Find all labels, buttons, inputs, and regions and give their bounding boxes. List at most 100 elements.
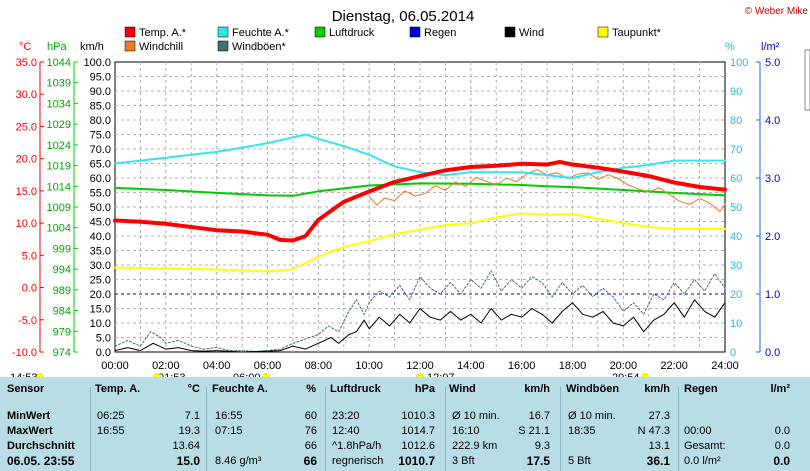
table-cell: hPa xyxy=(414,383,435,395)
table-cell: 17.5 xyxy=(526,454,550,468)
temp-tick-label: 25.0 xyxy=(16,121,37,133)
speed-tick-label: 75.0 xyxy=(90,130,111,142)
table-cell: 36.1 xyxy=(646,454,670,468)
right-edge-strip xyxy=(804,49,810,111)
table-cell: 16:55 xyxy=(97,425,125,437)
table-cell: MinWert xyxy=(7,410,51,422)
humidity-tick-label: 100 xyxy=(730,57,748,69)
temp-tick-label: 30.0 xyxy=(16,89,37,101)
pressure-tick-label: 1019 xyxy=(47,161,71,173)
speed-tick-label: 15.0 xyxy=(90,304,111,316)
pressure-unit-label: hPa xyxy=(47,41,67,53)
sun-marker-icon xyxy=(262,373,270,377)
speed-tick-label: 95.0 xyxy=(90,72,111,84)
weather-chart: Dienstag, 06.05.2014 © Weber Mike °C hPa… xyxy=(10,6,810,377)
table-cell: 60 xyxy=(304,410,317,422)
table-cell: Temp. A. xyxy=(95,383,141,395)
legend-label: Windböen* xyxy=(232,41,287,53)
sun-marker-icon xyxy=(416,373,424,377)
temp-tick-label: 5.0 xyxy=(22,250,37,262)
table-divider xyxy=(325,387,326,471)
table-cell: Gesamt: xyxy=(684,440,726,452)
x-tick-label: 04:00 xyxy=(203,360,231,372)
humidity-tick-label: 60 xyxy=(730,173,742,185)
table-divider xyxy=(90,387,91,471)
speed-tick-label: 55.0 xyxy=(90,188,111,200)
temp-tick-label: 20.0 xyxy=(16,154,37,166)
table-cell: Ø 10 min. xyxy=(568,410,616,422)
x-tick-label: 08:00 xyxy=(305,360,333,372)
table-cell: °C xyxy=(187,383,200,395)
table-cell: 06:25 xyxy=(97,410,125,422)
table-cell: 66 xyxy=(304,440,317,452)
humidity-tick-label: 20 xyxy=(730,289,742,301)
speed-tick-label: 30.0 xyxy=(90,260,111,272)
marker-label: 06:00 xyxy=(233,372,261,377)
humidity-tick-label: 0 xyxy=(730,347,736,359)
x-tick-label: 14:00 xyxy=(457,360,485,372)
humidity-tick-label: 10 xyxy=(730,318,742,330)
speed-tick-label: 65.0 xyxy=(90,159,111,171)
speed-tick-label: 0.0 xyxy=(96,347,111,359)
rain-tick-label: 0.0 xyxy=(765,347,780,359)
x-tick-label: 00:00 xyxy=(101,360,129,372)
sun-marker-icon xyxy=(641,373,649,377)
humidity-tick-label: 70 xyxy=(730,144,742,156)
table-cell: 16:10 xyxy=(452,425,480,437)
speed-tick-label: 80.0 xyxy=(90,115,111,127)
sun-marker-icon xyxy=(153,373,161,377)
humidity-tick-label: 50 xyxy=(730,202,742,214)
table-cell: 66 xyxy=(303,454,317,468)
table-cell: Ø 10 min. xyxy=(452,410,500,422)
marker-label: 14:53 xyxy=(10,372,38,377)
series-line-taupunkt xyxy=(114,212,726,273)
legend-label: Luftdruck xyxy=(329,27,375,39)
series-line-tempa xyxy=(113,159,727,243)
table-cell: 00:00 xyxy=(684,425,712,437)
pressure-tick-label: 999 xyxy=(53,243,71,255)
table-divider xyxy=(560,387,561,471)
pressure-tick-label: 1044 xyxy=(47,57,71,69)
x-tick-label: 24:00 xyxy=(711,360,739,372)
pressure-tick-label: 989 xyxy=(53,285,71,297)
sun-marker-icon xyxy=(36,373,44,377)
table-cell: 15.0 xyxy=(176,454,200,468)
rain-tick-label: 2.0 xyxy=(765,231,780,243)
table-cell: 12:40 xyxy=(332,425,360,437)
table-cell: 0.0 xyxy=(773,454,790,468)
rain-tick-label: 4.0 xyxy=(765,115,780,127)
pressure-tick-label: 974 xyxy=(53,347,71,359)
table-cell: MaxWert xyxy=(7,425,53,437)
table-divider xyxy=(678,387,679,471)
legend-label: Windchill xyxy=(139,41,183,53)
table-cell: ^1.8hPa/h xyxy=(332,440,382,452)
pressure-tick-label: 1009 xyxy=(47,202,71,214)
table-divider xyxy=(206,387,207,471)
legend-swatch xyxy=(217,26,229,38)
series-line-windben xyxy=(114,270,726,352)
legend-swatch xyxy=(504,26,516,38)
temp-tick-label: -10.0 xyxy=(12,347,37,359)
pressure-tick-label: 1034 xyxy=(47,98,71,110)
speed-tick-label: 50.0 xyxy=(90,202,111,214)
x-tick-label: 02:00 xyxy=(152,360,180,372)
table-cell: 5 Bft xyxy=(568,455,591,467)
table-cell: N 47.3 xyxy=(637,425,670,437)
table-cell: 16:55 xyxy=(215,410,243,422)
series-line-luftdruck xyxy=(114,182,726,197)
legend-swatch xyxy=(124,40,136,52)
rain-tick-label: 5.0 xyxy=(765,57,780,69)
chart-legend: Temp. A.* Feuchte A.* Luftdruck Regen Wind Ta… xyxy=(124,26,662,53)
table-cell: S 21.1 xyxy=(518,425,550,437)
chart-title: Dienstag, 06.05.2014 xyxy=(332,8,475,25)
temp-unit-label: °C xyxy=(19,41,31,53)
temp-tick-label: 15.0 xyxy=(16,186,37,198)
legend-label: Temp. A.* xyxy=(139,27,187,39)
speed-unit-label: km/h xyxy=(80,41,104,53)
series-group xyxy=(113,133,727,353)
marker-label: 12:07 xyxy=(427,372,455,377)
table-cell: 222.9 km xyxy=(452,440,498,452)
table-cell: 13.1 xyxy=(648,440,670,452)
table-cell: km/h xyxy=(524,383,550,395)
legend-label: Taupunkt* xyxy=(612,27,662,39)
